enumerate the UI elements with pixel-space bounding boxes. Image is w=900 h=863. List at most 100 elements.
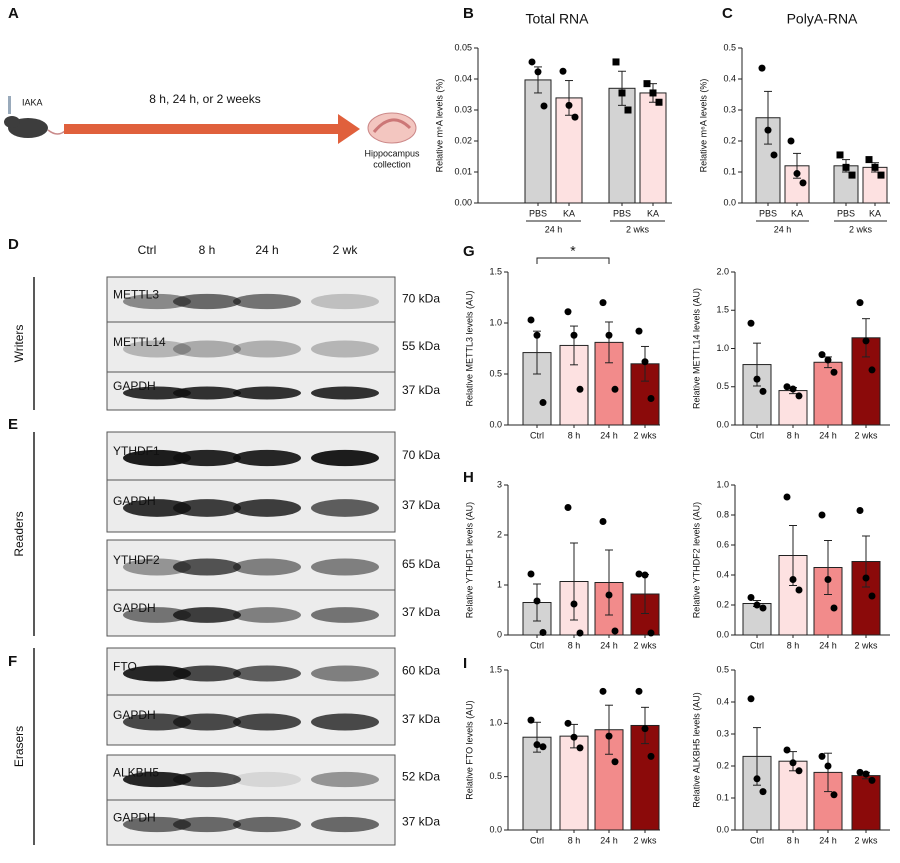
y-tick-label: 2 (497, 529, 502, 539)
group-label: Erasers (12, 726, 26, 767)
blot-band (173, 558, 241, 576)
data-point (611, 627, 619, 635)
x-tick-label: 24 h (600, 640, 618, 650)
group-label: 2 wks (626, 224, 650, 234)
y-tick-label: 0.0 (716, 419, 729, 429)
data-point (770, 151, 778, 159)
size-label: 65 kDa (402, 557, 440, 571)
data-point (842, 163, 850, 171)
x-tick-label: Ctrl (750, 430, 764, 440)
panel-letter: D (8, 236, 19, 253)
y-tick-label: 0.0 (716, 629, 729, 639)
y-tick-label: 0.02 (454, 135, 472, 145)
data-point (795, 392, 803, 400)
data-point (641, 358, 649, 366)
blot-band (123, 499, 191, 517)
data-point (599, 299, 607, 307)
data-point (824, 356, 832, 364)
protein-label: GAPDH (113, 811, 156, 825)
data-point (818, 351, 826, 359)
data-point (539, 629, 547, 636)
y-tick-label: 0.5 (716, 664, 729, 674)
y-tick-label: 0.6 (716, 539, 729, 549)
data-point (564, 719, 572, 727)
group-label: Readers (12, 511, 26, 556)
y-tick-label: 0.0 (489, 419, 502, 429)
y-tick-label: 0.00 (454, 197, 472, 207)
blot-band (123, 665, 191, 682)
data-point (789, 759, 797, 767)
blot-band (233, 816, 301, 833)
group-label: Writers (12, 325, 26, 363)
data-point (647, 629, 655, 637)
x-tick-label: 2 wks (633, 640, 657, 650)
data-point (753, 375, 761, 383)
x-tick-label: Ctrl (530, 430, 544, 440)
significance-label: * (570, 243, 576, 259)
x-tick-label: Ctrl (530, 835, 544, 845)
data-point (641, 571, 649, 579)
data-point (533, 331, 541, 339)
significance-bracket (536, 257, 610, 264)
endpoint-label: collection (373, 159, 411, 169)
y-tick-label: 0.4 (716, 696, 729, 706)
data-point (868, 592, 876, 600)
y-tick-label: 0 (497, 629, 502, 639)
data-point (877, 171, 885, 179)
x-tick-label: 24 h (600, 430, 618, 440)
blot-band (173, 771, 241, 788)
x-tick-label: 8 h (787, 835, 800, 845)
size-label: 37 kDa (402, 815, 440, 829)
panel-letter: A (8, 5, 19, 22)
blot-band (233, 558, 301, 576)
y-tick-label: 0.5 (489, 368, 502, 378)
y-tick-label: 0.2 (723, 135, 736, 145)
data-point (570, 331, 578, 339)
data-point (570, 733, 578, 741)
x-tick-label: 8 h (787, 640, 800, 650)
blot-panel (106, 754, 396, 801)
data-point (818, 511, 826, 519)
protein-label: FTO (113, 660, 137, 674)
hippocampus-curve (372, 118, 412, 133)
syringe (8, 96, 11, 114)
blot-band (233, 607, 301, 623)
blot-band (311, 293, 379, 310)
data-point (747, 594, 755, 601)
y-tick-label: 1.5 (489, 664, 502, 674)
bar (524, 79, 552, 204)
injection-label: IAKA (22, 97, 43, 107)
lane-label: 2 wk (333, 243, 359, 257)
data-point (787, 137, 795, 145)
data-point (783, 493, 791, 501)
data-point (641, 725, 649, 733)
blot-band (311, 449, 379, 467)
data-point (789, 385, 797, 393)
lane-label: Ctrl (138, 243, 157, 257)
blot-band (123, 713, 191, 731)
size-label: 37 kDa (402, 712, 440, 726)
y-tick-label: 0.5 (723, 42, 736, 52)
x-tick-label: KA (563, 208, 575, 218)
blot-band (233, 449, 301, 467)
blot-band (311, 499, 379, 517)
y-tick-label: 1.0 (716, 343, 729, 353)
y-tick-label: 0.3 (723, 104, 736, 114)
y-tick-label: 0.0 (723, 197, 736, 207)
data-point (753, 775, 761, 783)
blot-band (311, 607, 379, 623)
blot-band (173, 713, 241, 731)
x-tick-label: 24 h (819, 640, 837, 650)
size-label: 60 kDa (402, 664, 440, 678)
blot-band (311, 340, 379, 358)
data-point (795, 586, 803, 594)
blot-band (311, 771, 379, 788)
data-point (747, 319, 755, 327)
x-tick-label: PBS (613, 208, 631, 218)
timeline-label: 8 h, 24 h, or 2 weeks (149, 92, 260, 106)
x-tick-label: PBS (529, 208, 547, 218)
data-point (848, 171, 856, 179)
panel-letter: G (463, 243, 475, 260)
timeline-arrow (64, 124, 340, 134)
